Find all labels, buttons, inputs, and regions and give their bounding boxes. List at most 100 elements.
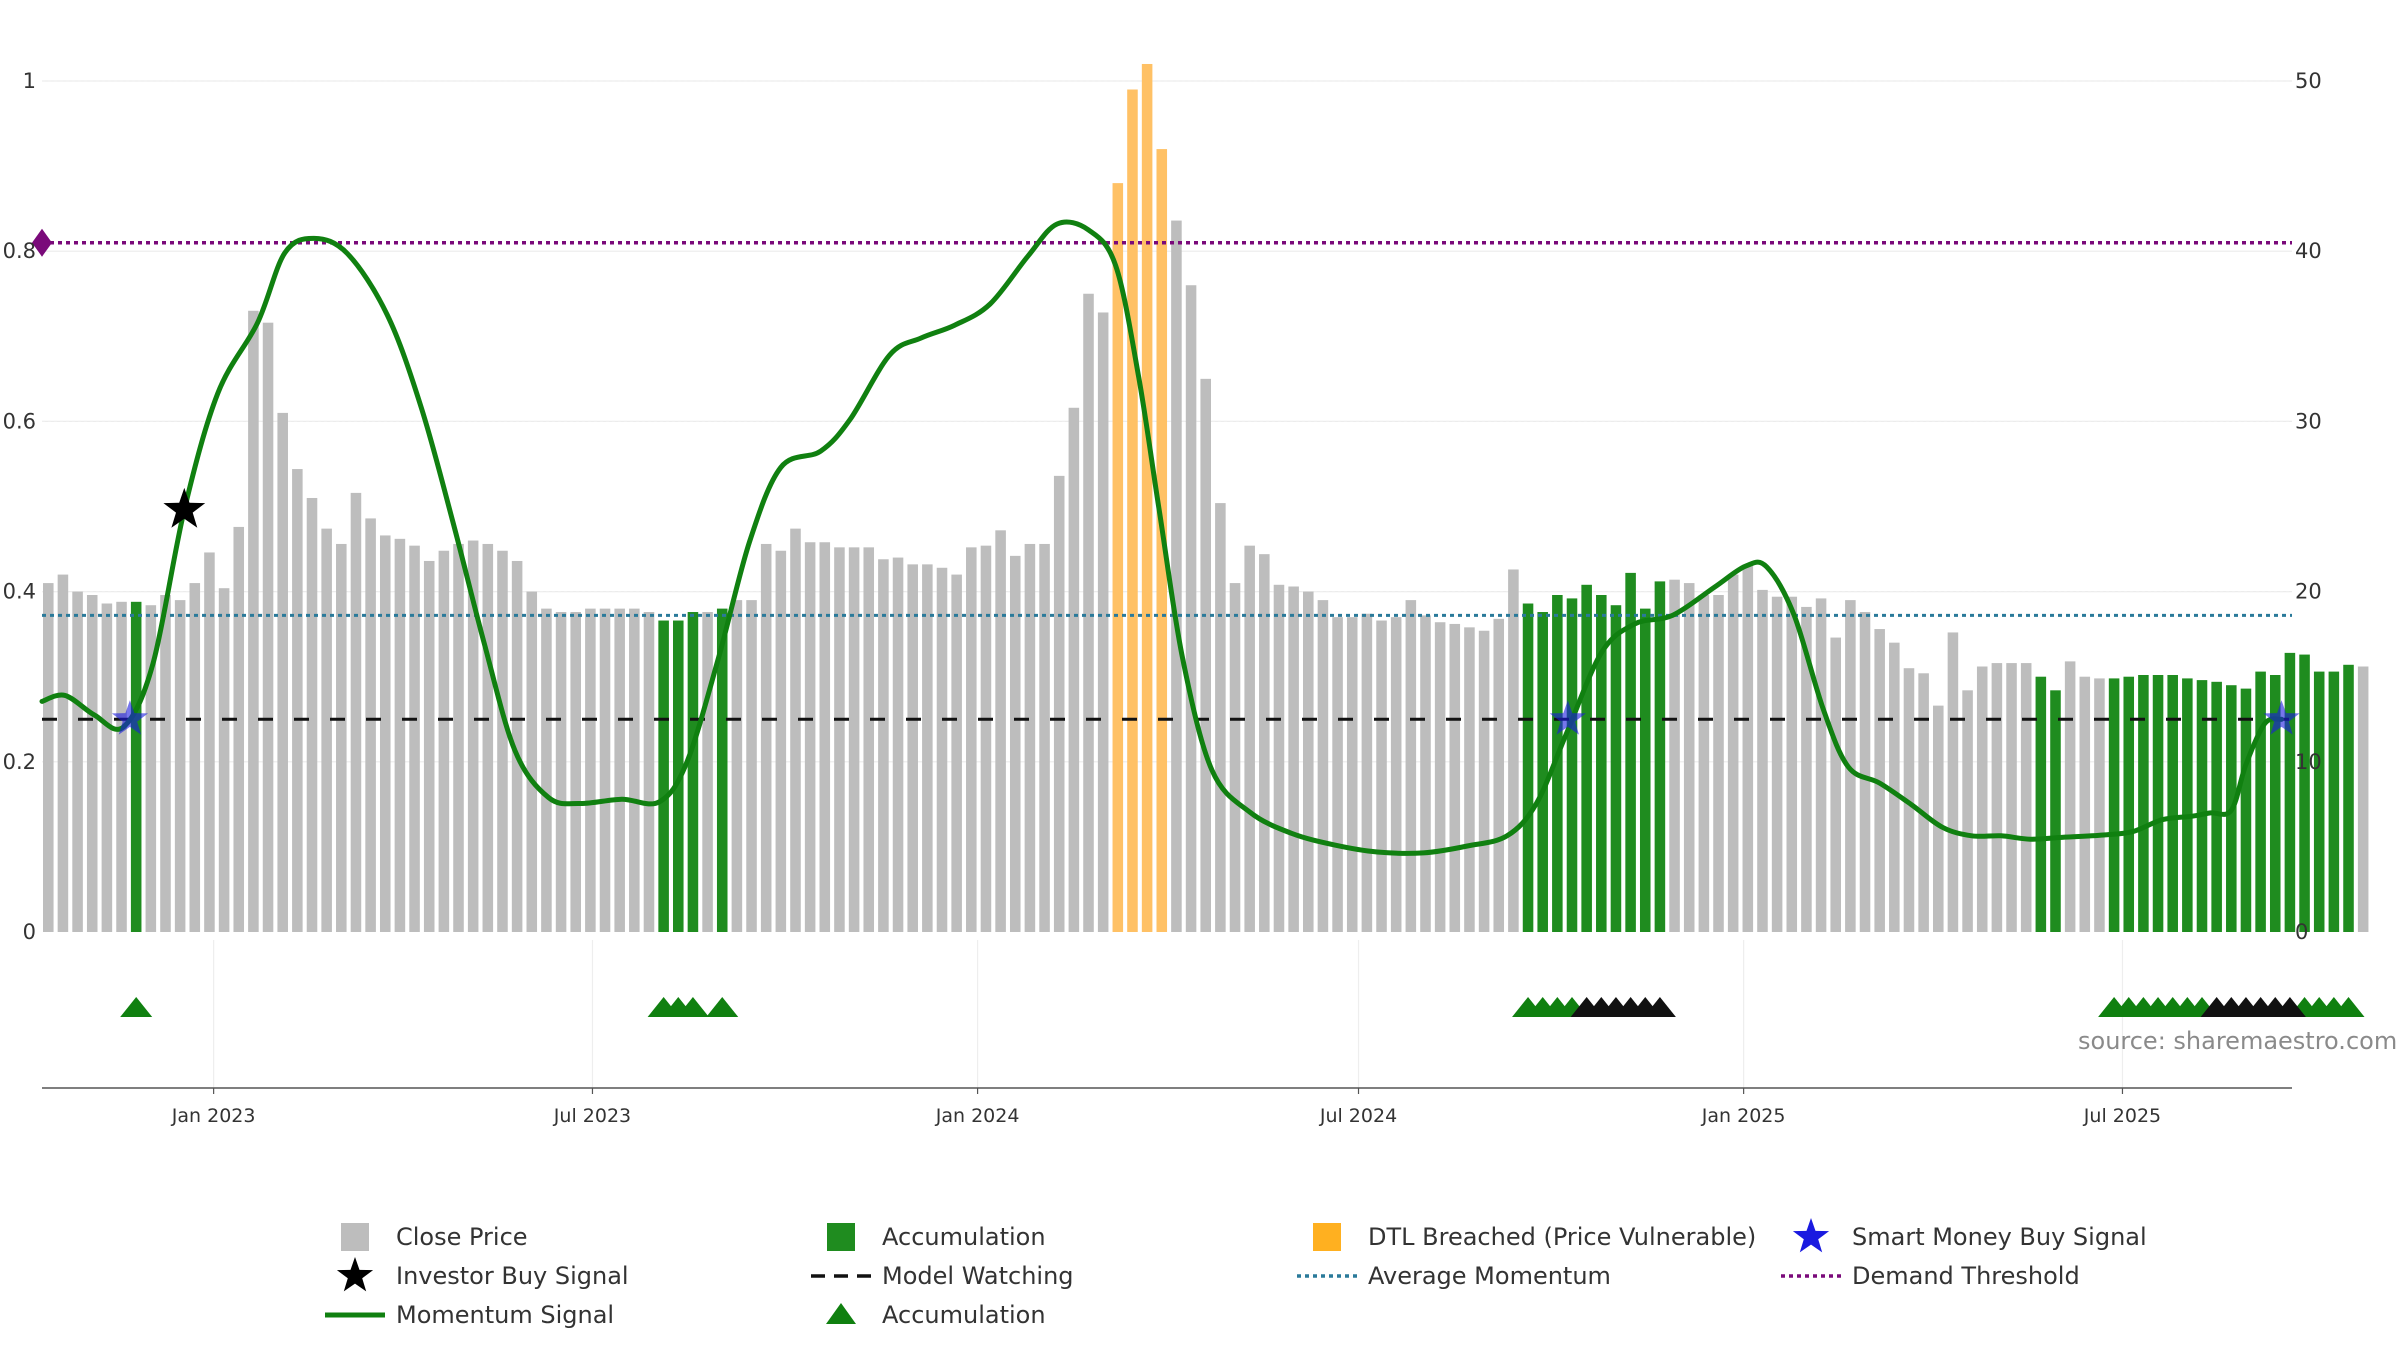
accumulation-bar	[687, 612, 699, 932]
smart-money-buy-signal-star-icon	[111, 700, 148, 735]
accumulation-bar	[2152, 674, 2164, 932]
legend-swatch-square	[827, 1223, 855, 1251]
close-price-bar	[1039, 543, 1050, 932]
close-price-bar	[1390, 617, 1402, 932]
close-price-bar	[1947, 632, 1959, 932]
close-price-bar	[775, 550, 787, 932]
close-price-bar	[1068, 407, 1080, 932]
momentum-signal	[39, 219, 2284, 856]
close-price-bar	[878, 559, 889, 932]
demand-threshold-diamond-icon	[32, 228, 52, 257]
close-price-bar	[2357, 666, 2369, 932]
close-price-bar	[1420, 615, 1431, 932]
close-price-bar	[804, 542, 816, 932]
close-price-bar	[336, 543, 347, 932]
close-price-bar	[2079, 676, 2091, 932]
close-price-bar	[1683, 583, 1695, 932]
close-price-bar	[174, 600, 186, 932]
close-price-bar	[1303, 591, 1314, 932]
investor-buy-signal-star-icon	[163, 487, 206, 528]
close-price-bar	[1376, 620, 1387, 932]
accumulation-bar	[2167, 674, 2178, 932]
close-price-bar	[2094, 678, 2105, 932]
x-axis-tick-label: Jan 2025	[1701, 1105, 1786, 1127]
close-price-bar	[1962, 690, 1973, 932]
close-price-bar	[966, 547, 977, 932]
close-price-bar	[848, 547, 860, 932]
x-axis-tick-label: Jul 2025	[2083, 1105, 2161, 1127]
accumulation-triangle-black-icon	[1643, 997, 1676, 1017]
accumulation-bar	[2240, 688, 2252, 932]
close-price-bar	[453, 543, 464, 932]
accumulation-bar	[1654, 581, 1666, 932]
accumulation-triangle-icon	[120, 997, 153, 1017]
close-price-bar	[1889, 642, 1900, 932]
price-bars	[43, 63, 2369, 933]
legend-label: Model Watching	[882, 1262, 1074, 1290]
accumulation-bar	[2255, 671, 2266, 932]
close-price-bar	[570, 612, 581, 932]
legend-label: Smart Money Buy Signal	[1852, 1223, 2147, 1251]
close-price-bar	[936, 567, 948, 932]
accumulation-bar	[716, 608, 728, 932]
close-price-bar	[834, 547, 845, 932]
accumulation-bar	[2138, 674, 2149, 932]
smart-money-buy-signal-star-icon	[2263, 700, 2300, 735]
accumulation-bar	[2313, 671, 2325, 932]
close-price-bar	[365, 518, 376, 932]
accumulation-triangle-black-icon	[2273, 997, 2306, 1017]
left-axis-tick-label: 0.2	[3, 750, 36, 774]
close-price-bar	[394, 538, 406, 932]
close-price-bar	[1478, 630, 1490, 932]
close-price-bar	[1405, 600, 1417, 932]
accumulation-bar	[1537, 612, 1548, 932]
close-price-bar	[1727, 574, 1739, 932]
close-price-bar	[1185, 285, 1197, 932]
left-axis-tick-label: 0.6	[3, 409, 36, 433]
x-axis-tick-label: Jan 2023	[171, 1105, 256, 1127]
close-price-bar	[892, 557, 904, 932]
close-price-bar	[1009, 555, 1021, 932]
x-axis-tick-label: Jul 2023	[553, 1105, 631, 1127]
right-axis-tick-label: 40	[2295, 239, 2322, 263]
x-axis-tick-label: Jan 2024	[935, 1105, 1020, 1127]
close-price-bar	[907, 564, 918, 932]
accumulation-bar	[2182, 678, 2193, 932]
right-axis-tick-label: 10	[2295, 750, 2322, 774]
close-price-bar	[1273, 584, 1285, 932]
close-price-bar	[819, 542, 831, 932]
close-price-bar	[1801, 606, 1812, 932]
close-price-bar	[262, 322, 274, 933]
close-price-bar	[482, 543, 494, 932]
accumulation-bar	[658, 620, 669, 932]
close-price-bar	[1976, 666, 1988, 932]
close-price-bar	[1464, 627, 1475, 932]
close-price-bar	[1713, 595, 1724, 932]
close-price-bar	[1933, 705, 1944, 932]
close-price-bar	[980, 545, 992, 932]
close-price-bar	[1669, 579, 1680, 932]
accumulation-bar	[1625, 572, 1636, 932]
legend-swatch-square	[1313, 1223, 1341, 1251]
close-price-bar	[467, 540, 479, 932]
momentum-signal-line	[39, 219, 2284, 856]
close-price-bar	[760, 543, 772, 932]
close-price-bar	[1024, 543, 1036, 932]
accumulation-bar	[1552, 595, 1563, 932]
close-price-bar	[248, 310, 259, 932]
close-price-bar	[1346, 617, 1358, 932]
accumulation-bar	[1639, 608, 1651, 932]
close-price-bar	[1317, 600, 1329, 932]
close-price-bar	[511, 560, 523, 932]
close-price-bar	[409, 545, 420, 932]
close-price-bar	[1229, 583, 1241, 932]
close-price-bar	[233, 526, 245, 932]
legend-label: Demand Threshold	[1852, 1262, 2080, 1290]
close-price-bar	[746, 600, 757, 932]
accumulation-bar	[130, 601, 142, 932]
close-price-bar	[2064, 661, 2076, 932]
close-price-bar	[1991, 663, 2003, 932]
close-price-bar	[423, 560, 435, 932]
close-price-bar	[1244, 545, 1255, 932]
smart-money-buy-signal-star-icon	[1549, 700, 1586, 735]
